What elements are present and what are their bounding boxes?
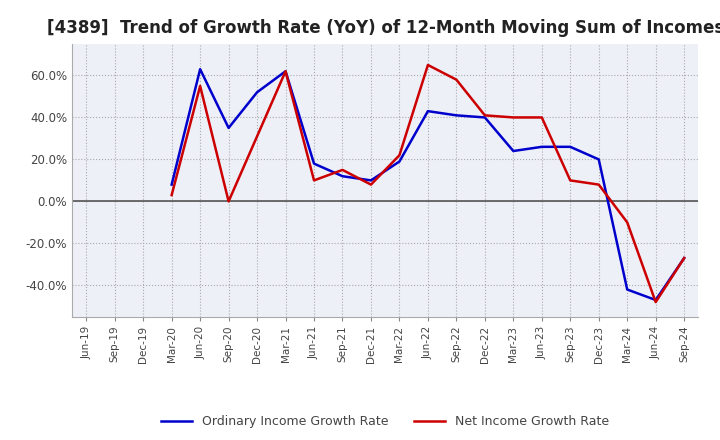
Net Income Growth Rate xyxy=(167,192,176,198)
Net Income Growth Rate xyxy=(680,255,688,260)
Line: Ordinary Income Growth Rate: Ordinary Income Growth Rate xyxy=(171,69,684,300)
Legend: Ordinary Income Growth Rate, Net Income Growth Rate: Ordinary Income Growth Rate, Net Income … xyxy=(156,411,614,433)
Ordinary Income Growth Rate xyxy=(282,69,290,74)
Net Income Growth Rate xyxy=(196,83,204,88)
Ordinary Income Growth Rate xyxy=(566,144,575,150)
Net Income Growth Rate xyxy=(253,134,261,139)
Net Income Growth Rate xyxy=(310,178,318,183)
Net Income Growth Rate xyxy=(566,178,575,183)
Net Income Growth Rate xyxy=(480,113,489,118)
Net Income Growth Rate xyxy=(595,182,603,187)
Net Income Growth Rate xyxy=(452,77,461,82)
Net Income Growth Rate xyxy=(537,115,546,120)
Ordinary Income Growth Rate xyxy=(338,173,347,179)
Ordinary Income Growth Rate xyxy=(537,144,546,150)
Net Income Growth Rate xyxy=(423,62,432,68)
Ordinary Income Growth Rate xyxy=(167,182,176,187)
Ordinary Income Growth Rate xyxy=(253,90,261,95)
Net Income Growth Rate xyxy=(366,182,375,187)
Net Income Growth Rate xyxy=(623,220,631,225)
Net Income Growth Rate xyxy=(282,69,290,74)
Ordinary Income Growth Rate xyxy=(310,161,318,166)
Net Income Growth Rate xyxy=(338,167,347,172)
Ordinary Income Growth Rate xyxy=(480,115,489,120)
Ordinary Income Growth Rate xyxy=(225,125,233,131)
Net Income Growth Rate xyxy=(509,115,518,120)
Ordinary Income Growth Rate xyxy=(623,287,631,292)
Line: Net Income Growth Rate: Net Income Growth Rate xyxy=(171,65,684,302)
Ordinary Income Growth Rate xyxy=(395,159,404,164)
Ordinary Income Growth Rate xyxy=(595,157,603,162)
Ordinary Income Growth Rate xyxy=(680,255,688,260)
Ordinary Income Growth Rate xyxy=(423,109,432,114)
Title: [4389]  Trend of Growth Rate (YoY) of 12-Month Moving Sum of Incomes: [4389] Trend of Growth Rate (YoY) of 12-… xyxy=(47,19,720,37)
Net Income Growth Rate xyxy=(395,153,404,158)
Ordinary Income Growth Rate xyxy=(452,113,461,118)
Ordinary Income Growth Rate xyxy=(196,66,204,72)
Ordinary Income Growth Rate xyxy=(366,178,375,183)
Ordinary Income Growth Rate xyxy=(652,297,660,303)
Net Income Growth Rate xyxy=(225,199,233,204)
Ordinary Income Growth Rate xyxy=(509,148,518,154)
Net Income Growth Rate xyxy=(652,300,660,305)
